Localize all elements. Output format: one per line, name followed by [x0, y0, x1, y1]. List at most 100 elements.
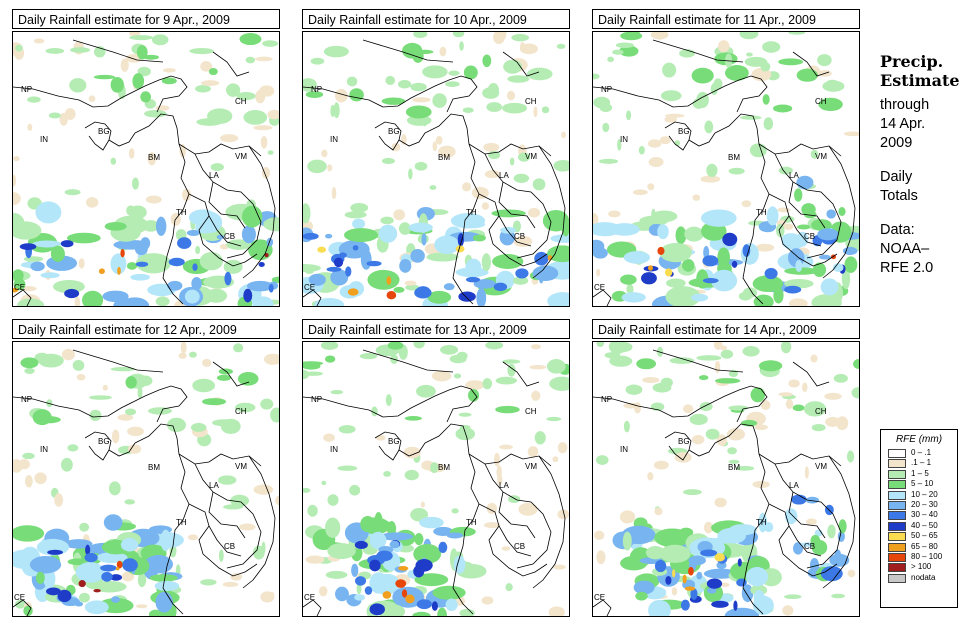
rainfall-map-panel-1: Daily Rainfall estimate for 9 Apr., 2009…	[12, 9, 284, 307]
country-label-in: IN	[620, 445, 628, 454]
country-label-la: LA	[789, 171, 799, 180]
rainfall-map: NP CH IN BG BM VM LA TH CB CE	[302, 31, 570, 307]
country-label-th: TH	[756, 518, 767, 527]
country-label-ch: CH	[815, 407, 827, 416]
side-date-line2: 2009	[880, 135, 913, 151]
country-label-cb: CB	[514, 232, 525, 241]
country-label-np: NP	[601, 395, 612, 404]
country-label-bg: BG	[678, 127, 690, 136]
country-label-ce: CE	[304, 593, 315, 602]
country-label-la: LA	[499, 171, 509, 180]
country-label-bm: BM	[438, 463, 450, 472]
rainfall-map-panel-4: Daily Rainfall estimate for 12 Apr., 200…	[12, 319, 284, 617]
legend-item: 10 – 20	[881, 490, 957, 500]
country-label-cb: CB	[804, 542, 815, 551]
legend-item: 50 – 65	[881, 531, 957, 542]
rainfall-cells	[593, 342, 859, 616]
legend-label: > 100	[911, 562, 932, 572]
panel-title: Daily Rainfall estimate for 9 Apr., 2009	[12, 9, 280, 29]
country-label-cb: CB	[224, 542, 235, 551]
country-label-vm: VM	[235, 462, 247, 471]
map-canvas: NP CH IN BG BM VM LA TH CB CE	[13, 342, 279, 616]
rainfall-cells	[303, 342, 569, 616]
country-borders	[13, 39, 276, 306]
legend-item: 30 – 40	[881, 510, 957, 521]
rainfall-map: NP CH IN BG BM VM LA TH CB CE	[592, 31, 860, 307]
country-label-vm: VM	[525, 462, 537, 471]
country-label-th: TH	[176, 518, 187, 527]
legend-swatch	[888, 532, 906, 542]
country-label-np: NP	[21, 85, 32, 94]
rainfall-cells	[593, 32, 859, 306]
legend-item: > 100	[881, 562, 957, 573]
legend-label: 30 – 40	[911, 510, 938, 520]
rainfall-cells	[13, 32, 279, 306]
panel-title: Daily Rainfall estimate for 13 Apr., 200…	[302, 319, 570, 339]
legend-label: .1 – 1	[911, 458, 932, 468]
country-label-bg: BG	[98, 127, 110, 136]
panel-title: Daily Rainfall estimate for 14 Apr., 200…	[592, 319, 860, 339]
side-data-line2: NOAA–	[880, 241, 930, 257]
rainfall-map: NP CH IN BG BM VM LA TH CB CE	[302, 341, 570, 617]
country-label-cb: CB	[514, 542, 525, 551]
legend-label: 65 – 80	[911, 541, 938, 551]
legend-label: 10 – 20	[911, 489, 938, 499]
legend-swatch	[888, 542, 906, 552]
side-title-line1: Precip.	[880, 52, 944, 71]
country-label-th: TH	[466, 518, 477, 527]
panel-title: Daily Rainfall estimate for 10 Apr., 200…	[302, 9, 570, 29]
country-label-bg: BG	[388, 127, 400, 136]
country-label-la: LA	[789, 481, 799, 490]
country-label-np: NP	[601, 85, 612, 94]
country-label-vm: VM	[525, 152, 537, 161]
legend-item: 0 – .1	[881, 448, 957, 458]
country-label-ce: CE	[594, 283, 605, 292]
legend-title: RFE (mm)	[895, 434, 943, 445]
country-label-bm: BM	[438, 153, 450, 162]
country-borders	[303, 39, 566, 306]
legend-item: .1 – 1	[881, 458, 957, 469]
country-label-ch: CH	[815, 97, 827, 106]
country-label-ce: CE	[304, 283, 315, 292]
country-label-in: IN	[330, 445, 338, 454]
map-canvas: NP CH IN BG BM VM LA TH CB CE	[13, 32, 279, 306]
side-through: through	[880, 97, 930, 113]
legend-item: 20 – 30	[881, 500, 957, 510]
legend-item: 1 – 5	[881, 469, 957, 479]
legend-swatch	[888, 480, 906, 490]
legend-swatch	[888, 573, 906, 583]
country-label-in: IN	[330, 135, 338, 144]
side-data-line1: Data:	[880, 222, 915, 238]
legend-label: 0 – .1	[911, 448, 932, 457]
country-label-th: TH	[176, 208, 187, 217]
country-borders	[593, 349, 856, 616]
side-daily-line2: Totals	[880, 188, 918, 204]
country-borders	[593, 39, 856, 306]
rainfall-map-panel-3: Daily Rainfall estimate for 11 Apr., 200…	[592, 9, 864, 307]
country-label-ch: CH	[525, 407, 537, 416]
legend-label: 40 – 50	[911, 520, 938, 530]
legend-item: 40 – 50	[881, 521, 957, 531]
country-label-ch: CH	[235, 97, 247, 106]
country-borders	[303, 349, 566, 616]
legend-swatch	[888, 500, 906, 510]
country-label-ce: CE	[594, 593, 605, 602]
panel-title: Daily Rainfall estimate for 12 Apr., 200…	[12, 319, 280, 339]
legend-label: 5 – 10	[911, 479, 934, 489]
legend-label: 1 – 5	[911, 468, 929, 478]
country-label-th: TH	[466, 208, 477, 217]
rainfall-map: NP CH IN BG BM VM LA TH CB CE	[12, 31, 280, 307]
country-label-la: LA	[209, 481, 219, 490]
country-label-cb: CB	[224, 232, 235, 241]
country-label-vm: VM	[235, 152, 247, 161]
country-label-bm: BM	[728, 463, 740, 472]
country-label-vm: VM	[815, 462, 827, 471]
country-label-np: NP	[311, 85, 322, 94]
legend-item: nodata	[881, 573, 957, 583]
rainfall-map: NP CH IN BG BM VM LA TH CB CE	[12, 341, 280, 617]
legend-swatch	[888, 563, 906, 573]
map-canvas: NP CH IN BG BM VM LA TH CB CE	[593, 342, 859, 616]
legend-label: nodata	[911, 572, 936, 582]
country-label-bm: BM	[728, 153, 740, 162]
